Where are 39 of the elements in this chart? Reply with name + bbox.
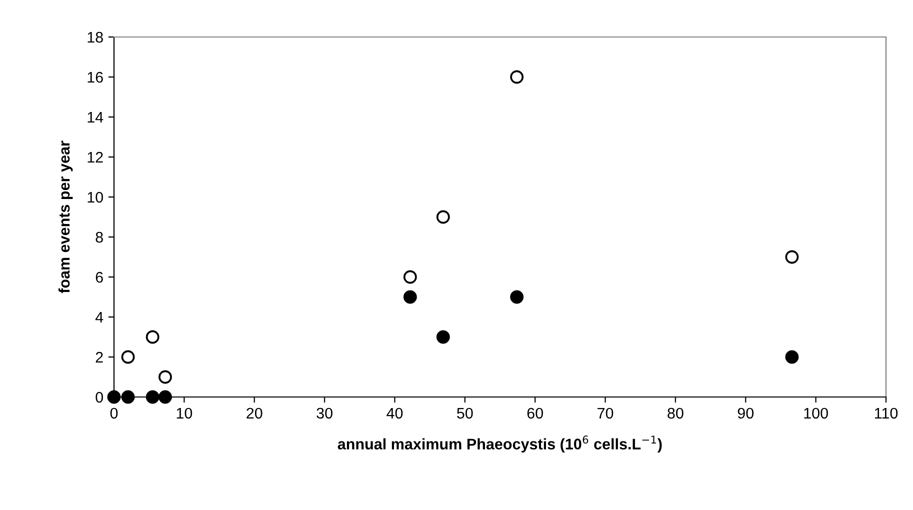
x-tick-label: 110 [874,408,898,419]
y-tick-label: 6 [96,272,103,283]
x-tick-label: 20 [246,408,262,419]
point [510,290,524,304]
y-tick-label: 4 [95,312,104,323]
point [158,370,172,384]
y-tick-label: 18 [88,32,103,43]
point [146,390,160,404]
x-tick-label: 70 [598,408,614,419]
y-tick-label: 0 [96,392,103,403]
x-tick-label: 0 [110,408,118,419]
point [785,250,799,264]
x-tick-label: 10 [176,408,192,419]
x-tick-label: 80 [668,408,684,419]
point [785,350,799,364]
y-tick-label: 2 [96,352,103,363]
y-tick-label: 10 [88,192,103,203]
x-axis-title: annual maximum Phaeocystis (10$^{6}$ cells.L$^{−1}$) [338,436,662,453]
point [107,390,121,404]
y-tick-label: 16 [88,72,103,83]
point [403,270,417,284]
y-tick-label: 14 [88,112,104,123]
x-tick-label: 50 [457,408,473,419]
point [510,70,524,84]
x-tick-label: 100 [804,408,828,419]
point [158,390,172,404]
x-tick-label: 30 [316,408,332,419]
point [146,330,160,344]
y-axis-title: foam events per year [58,140,73,294]
x-tick-label: 40 [386,408,403,419]
point [403,290,417,304]
point [436,330,450,344]
point [121,350,135,364]
y-tick-label: 12 [88,152,103,163]
y-tick-label: 8 [96,232,103,243]
x-tick-label: 60 [527,408,543,419]
point [436,210,450,224]
x-tick-label: 90 [738,408,754,419]
point [121,390,135,404]
